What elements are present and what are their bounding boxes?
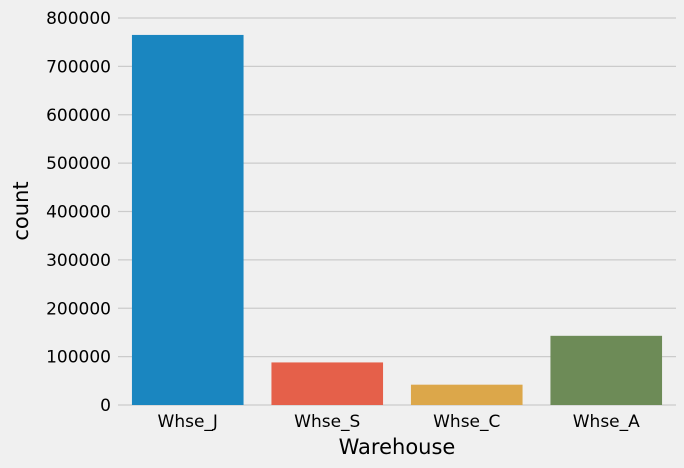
bar-whse-c [410, 384, 523, 405]
x-tick-label: Whse_C [433, 412, 500, 432]
y-tick-label: 500000 [46, 154, 111, 174]
bar-whse-a [550, 335, 663, 405]
x-tick-label: Whse_J [158, 412, 218, 432]
y-tick-label: 800000 [46, 9, 111, 29]
bar-whse-j [131, 34, 244, 406]
x-axis-title: Warehouse [339, 435, 456, 459]
x-tick-labels: Whse_J Whse_S Whse_C Whse_A [158, 412, 641, 432]
x-tick-label: Whse_S [294, 412, 360, 432]
y-tick-label: 300000 [46, 251, 111, 271]
y-tick-label: 100000 [46, 348, 111, 368]
bar-layer [131, 34, 663, 406]
x-tick-label: Whse_A [573, 412, 640, 432]
y-tick-label: 200000 [46, 299, 111, 319]
y-tick-label: 600000 [46, 106, 111, 126]
y-tick-labels: 0 100000 200000 300000 400000 500000 600000 700… [46, 9, 111, 416]
y-tick-label: 700000 [46, 57, 111, 77]
bar-whse-s [271, 362, 384, 405]
y-tick-label: 400000 [46, 203, 111, 223]
y-axis-title: count [9, 181, 33, 240]
y-tick-label: 0 [100, 396, 111, 416]
